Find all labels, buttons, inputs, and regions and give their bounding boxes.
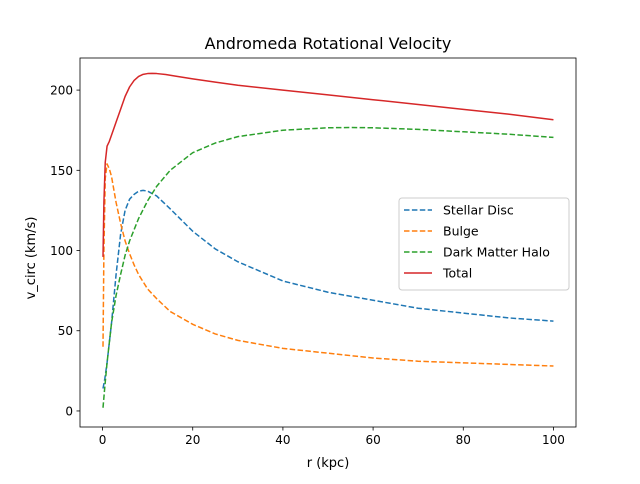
- x-tick-label: 80: [456, 433, 471, 447]
- axes-frame: [79, 57, 577, 428]
- legend-label-dark-matter-halo: Dark Matter Halo: [443, 245, 550, 260]
- series-line-bulge: [102, 163, 554, 367]
- series-group: [102, 72, 554, 408]
- legend: Stellar Disc Bulge Dark Matter Halo Total: [398, 197, 570, 291]
- series-line-total: [102, 72, 554, 257]
- chart-title: Andromeda Rotational Velocity: [205, 34, 452, 53]
- legend-label-bulge: Bulge: [443, 224, 479, 239]
- x-tick-label: 0: [99, 433, 107, 447]
- x-tick-label: 100: [542, 433, 565, 447]
- y-tick-label: 150: [50, 164, 73, 178]
- x-axis-label: r (kpc): [307, 456, 350, 471]
- y-axis-label: v_circ (km/s): [24, 217, 39, 300]
- x-tick-label: 60: [365, 433, 380, 447]
- legend-label-total: Total: [442, 266, 472, 281]
- x-tick-label: 40: [275, 433, 290, 447]
- x-tick-label: 20: [185, 433, 200, 447]
- legend-label-stellar-disc: Stellar Disc: [443, 203, 514, 218]
- y-tick-label: 0: [65, 404, 73, 418]
- plot-area: 0 20 40 60 80 100 0 50 100 150 200: [50, 57, 577, 447]
- y-tick-label: 50: [58, 324, 73, 338]
- y-tick-label: 100: [50, 244, 73, 258]
- series-line-dark-matter-halo: [102, 126, 554, 408]
- y-tick-label: 200: [50, 84, 73, 98]
- legend-box: [398, 197, 570, 291]
